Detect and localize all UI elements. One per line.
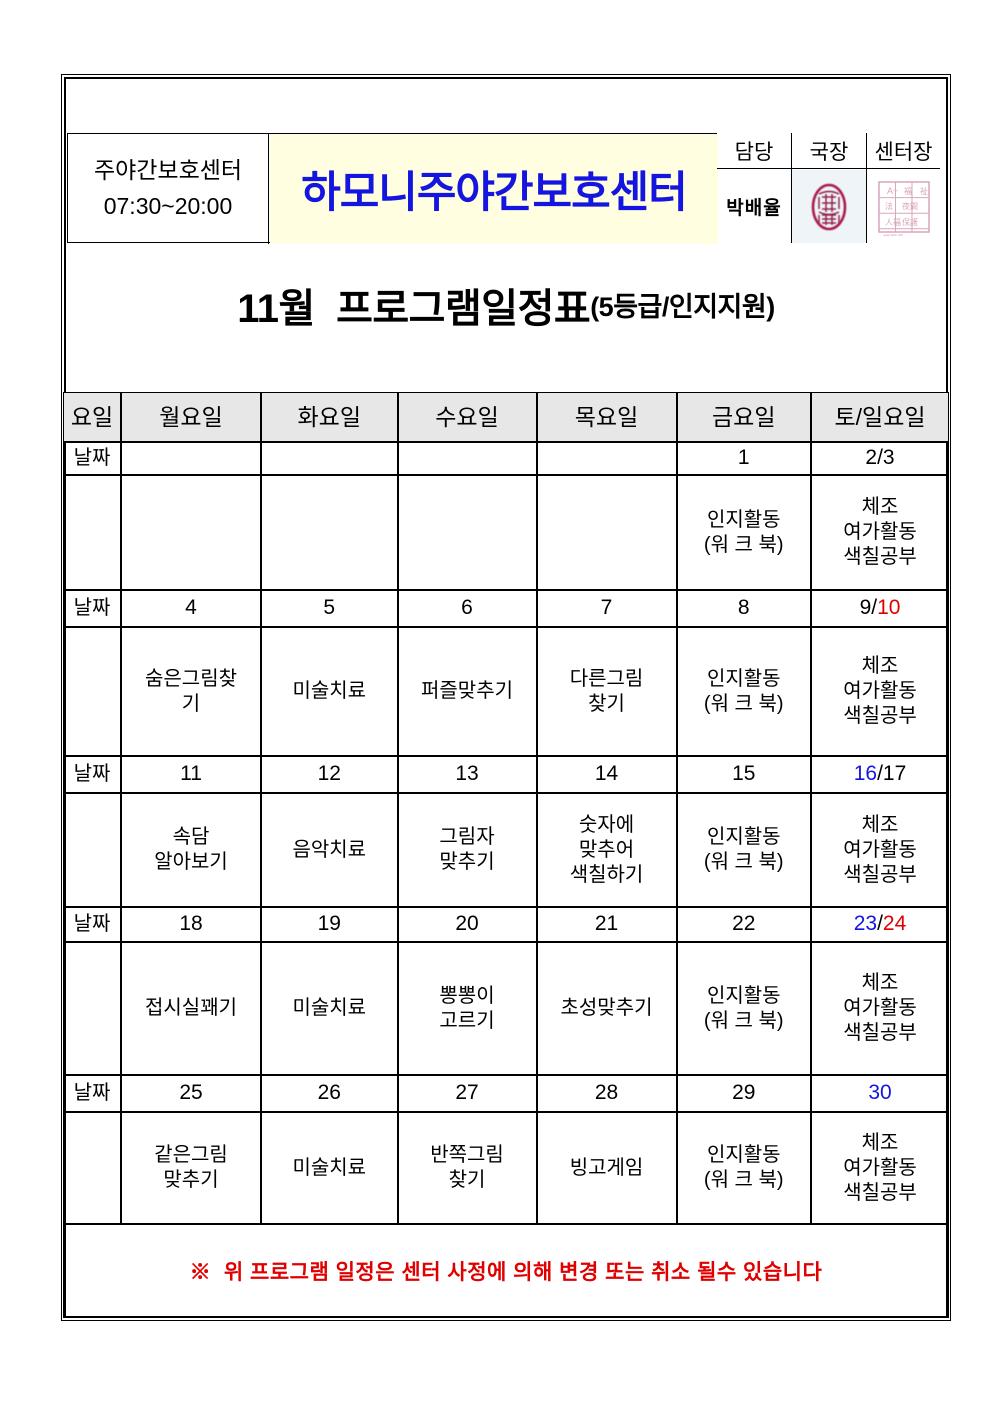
svg-text:祉: 祉 (920, 186, 928, 196)
svg-text:夜間: 夜間 (902, 201, 918, 211)
svg-text:保護: 保護 (902, 217, 918, 227)
svg-text:機關長: 機關長 (883, 233, 904, 236)
svg-text:福: 福 (904, 187, 912, 196)
svg-text:法: 法 (885, 201, 893, 211)
svg-text:A+: A+ (887, 186, 898, 196)
svg-text:人福: 人福 (885, 218, 901, 227)
